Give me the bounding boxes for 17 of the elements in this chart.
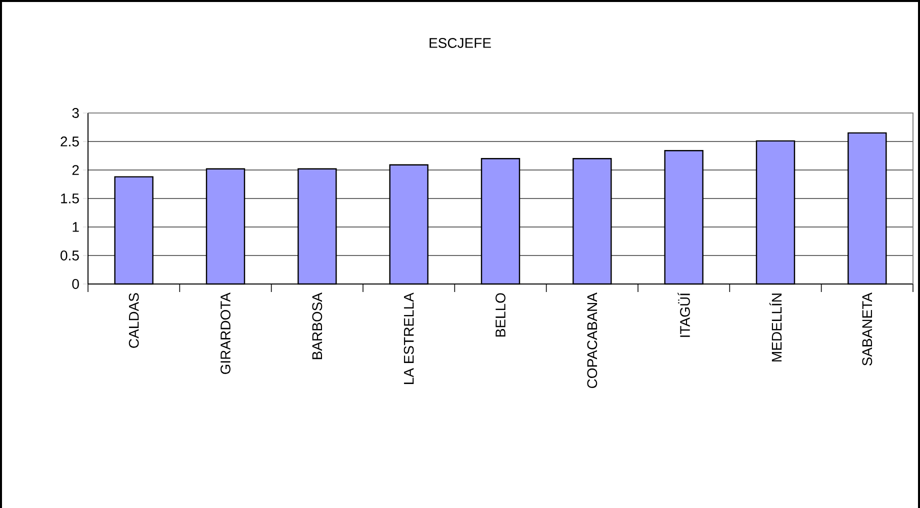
x-tick-label: CALDAS [128,293,139,348]
x-tick-label: LA ESTRELLA [404,292,414,384]
x-tick-label: ITAGÜÍ [678,292,690,337]
x-tick-label: GIRARDOTA [220,292,230,374]
x-tick-label: COPACABANA [587,292,598,388]
x-tick-label: SABANETA [862,292,872,366]
y-tick-label: 1.5 [61,194,79,204]
x-tick-label: MEDELLÍN [769,294,782,362]
x-tick-label: BELLO [496,293,506,337]
y-tick-label: 0 [72,279,79,289]
y-tick-label: 3 [72,108,79,118]
x-tick-label: BARBOSA [312,292,322,360]
y-tick-label: 2 [72,165,79,175]
y-tick-label: 0.5 [60,250,79,260]
chart-title: ESCJEFE [430,38,491,48]
y-tick-label: 2.5 [60,136,79,146]
y-tick-label: 1 [72,222,79,232]
